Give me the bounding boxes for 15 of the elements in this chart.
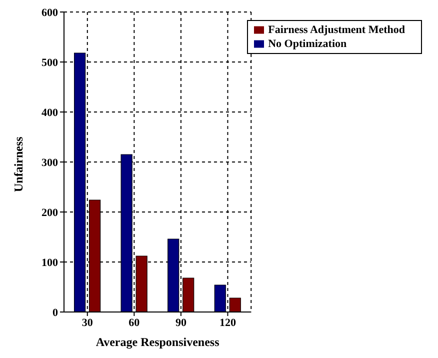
y-tick-label: 500: [42, 56, 58, 69]
x-tick-label: 120: [219, 316, 236, 329]
x-tick-label: 60: [128, 316, 140, 329]
y-tick-label: 100: [42, 256, 58, 269]
y-tick-label: 200: [42, 206, 58, 219]
legend-label: Fairness Adjustment Method: [268, 24, 405, 36]
legend-label: No Optimization: [268, 38, 347, 50]
x-tick-label: 90: [175, 316, 187, 329]
x-tick-label: 30: [82, 316, 94, 329]
y-tick-label: 300: [42, 156, 58, 169]
x-axis-title: Average Responsiveness: [96, 335, 220, 349]
y-tick-label: 400: [42, 106, 58, 119]
y-tick-label: 0: [52, 306, 58, 319]
y-axis-title: Unfairness: [11, 136, 26, 192]
y-tick-label: 600: [42, 6, 58, 19]
